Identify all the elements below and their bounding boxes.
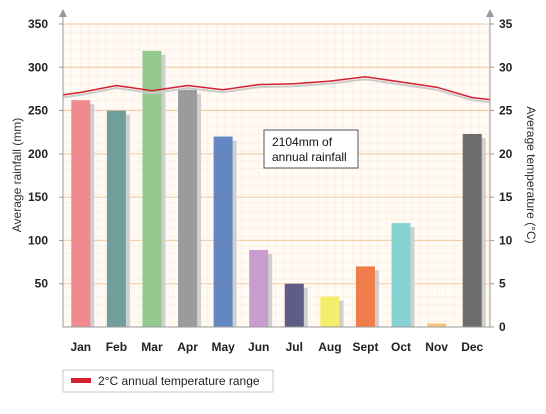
y2-tick-label: 0 [499,320,506,334]
y-tick-label: 200 [28,147,48,161]
right-axis-arrow [486,9,494,17]
y2-axis-title: Average temperature (°C) [524,106,538,243]
x-tick-label: Aug [318,340,341,354]
x-axis-ticks: Jan Feb Mar Apr May Jun Jul Aug Sept Oct Nov Dec [70,340,483,354]
y-tick-label: 350 [28,17,48,31]
legend-box [62,369,274,393]
temperature-line-shadow [62,78,491,104]
bar-feb [106,110,126,327]
y2-tick-label: 5 [499,277,506,291]
x-tick-label: Jun [248,340,269,354]
bar-may [213,136,233,327]
bar-dec [462,133,482,327]
x-tick-label: Feb [106,340,127,354]
annotation-line-1: 2104mm of [272,135,333,149]
y-axis-title: Average rainfall (mm) [10,118,24,232]
annotation-box: 2104mm of annual rainfall [263,129,359,169]
left-axis-ticks: 50 100 150 200 250 300 350 [28,17,63,291]
plot-minor-grid [63,24,490,327]
bar-mar [142,50,162,327]
y-tick-label: 300 [28,60,48,74]
bar-oct [391,223,411,327]
legend-swatch [71,378,91,383]
x-tick-label: Mar [141,340,163,354]
rainfall-bars [71,50,486,328]
right-axis-ticks: 0 5 10 15 20 25 30 35 [490,17,513,334]
x-tick-label: Jul [286,340,303,354]
x-tick-label: Dec [461,340,483,354]
y-tick-label: 100 [28,233,48,247]
y-tick-label: 150 [28,190,48,204]
x-tick-label: Oct [391,340,411,354]
legend: 2°C annual temperature range [62,369,274,393]
major-gridlines [63,23,490,285]
y2-tick-label: 15 [499,190,513,204]
annotation-line-2: annual rainfall [272,150,347,164]
legend-label: 2°C annual temperature range [98,374,260,388]
y-tick-label: 50 [35,277,49,291]
y2-tick-label: 35 [499,17,513,31]
y2-tick-label: 30 [499,60,513,74]
y2-tick-label: 25 [499,104,513,118]
bar-jul [284,283,304,327]
temperature-line-layer [62,76,491,104]
bar-jun [249,249,269,327]
y-tick-label: 250 [28,104,48,118]
y2-tick-label: 20 [499,147,513,161]
left-axis-arrow [59,9,67,17]
bar-nov [427,323,447,327]
y2-tick-label: 10 [499,233,513,247]
x-tick-label: Jan [70,340,91,354]
x-tick-label: Apr [177,340,198,354]
x-tick-label: May [211,340,235,354]
bar-aug [320,296,340,327]
bar-sept [355,266,375,327]
bar-apr [178,89,198,328]
bar-jan [71,100,91,327]
x-tick-label: Nov [425,340,448,354]
temperature-line [62,76,491,101]
x-tick-label: Sept [352,340,378,354]
